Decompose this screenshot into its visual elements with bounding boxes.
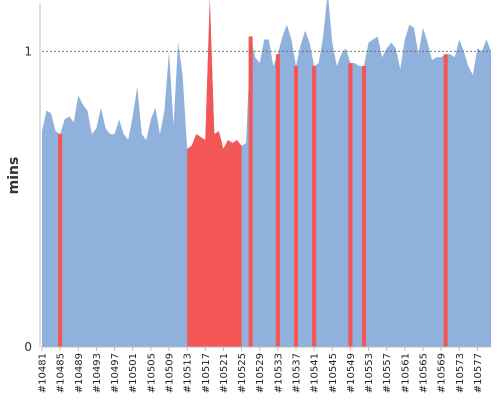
x-tick-label: #10489	[74, 353, 85, 393]
highlight-segment-4	[293, 66, 299, 347]
highlight-segment-2	[248, 36, 253, 347]
x-tick-label: #10505	[146, 353, 157, 393]
x-tick-label: #10497	[110, 353, 121, 393]
x-tick-label: #10529	[255, 353, 266, 393]
area-series-normal	[42, 0, 491, 347]
x-tick-label: #10513	[183, 353, 194, 393]
x-tick-label: #10545	[328, 353, 339, 393]
y-axis-label: mins	[6, 157, 22, 195]
x-tick-label: #10569	[437, 353, 448, 393]
x-tick-label: #10509	[164, 353, 175, 393]
x-tick-label: #10485	[56, 353, 67, 393]
x-tick-label: #10521	[219, 353, 230, 393]
x-tick-label: #10565	[418, 353, 429, 393]
x-tick-label: #10501	[128, 353, 139, 393]
highlight-segment-6	[348, 63, 353, 347]
highlight-segment-1	[187, 0, 242, 347]
x-tick-label: #10577	[473, 353, 484, 393]
x-tick-label: #10481	[38, 353, 49, 393]
highlight-segment-3	[275, 54, 280, 348]
x-ticks: #10481 #10485 #10489 #10493 #10497 #10501 #105…	[38, 347, 484, 393]
x-tick-label: #10537	[291, 353, 302, 393]
x-tick-label: #10541	[310, 353, 321, 393]
y-tick-label: 1	[24, 44, 32, 58]
y-tick-label: 0	[24, 340, 32, 354]
x-tick-label: #10553	[364, 353, 375, 393]
x-tick-label: #10533	[273, 353, 284, 393]
x-tick-label: #10573	[455, 353, 466, 393]
highlight-segment-0	[58, 134, 63, 347]
y-ticks: 01	[24, 44, 32, 354]
x-tick-label: #10517	[201, 353, 212, 393]
x-tick-label: #10557	[382, 353, 393, 393]
x-tick-label: #10525	[237, 353, 248, 393]
highlight-segment-8	[443, 54, 448, 348]
area-layer	[42, 0, 491, 348]
highlight-segment-5	[312, 66, 317, 347]
x-tick-label: #10549	[346, 353, 357, 393]
highlight-segment-7	[361, 66, 367, 347]
x-tick-label: #10561	[400, 353, 411, 393]
x-tick-label: #10493	[92, 353, 103, 393]
